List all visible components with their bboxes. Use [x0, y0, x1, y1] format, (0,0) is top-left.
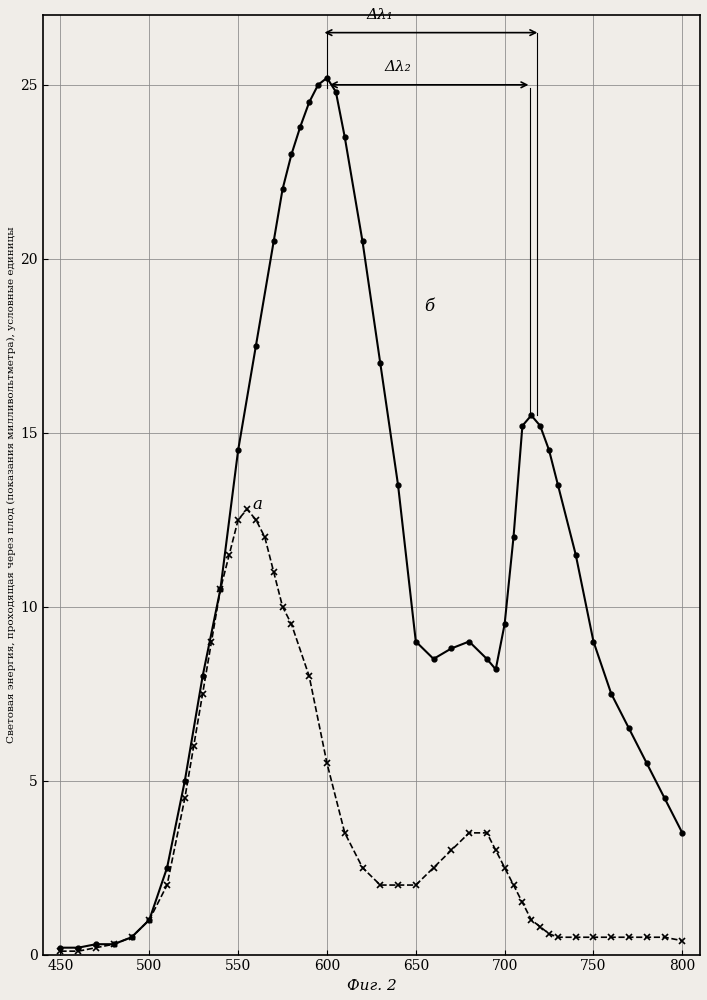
- Y-axis label: Световая энергия, проходящая через плод (показания милливольтметра), условные ед: Световая энергия, проходящая через плод …: [7, 227, 16, 743]
- X-axis label: Фиг. 2: Фиг. 2: [346, 979, 396, 993]
- Text: a: a: [252, 496, 262, 513]
- Text: б: б: [425, 298, 435, 315]
- Text: Δλ₁: Δλ₁: [367, 8, 394, 22]
- Text: Δλ₂: Δλ₂: [385, 60, 411, 74]
